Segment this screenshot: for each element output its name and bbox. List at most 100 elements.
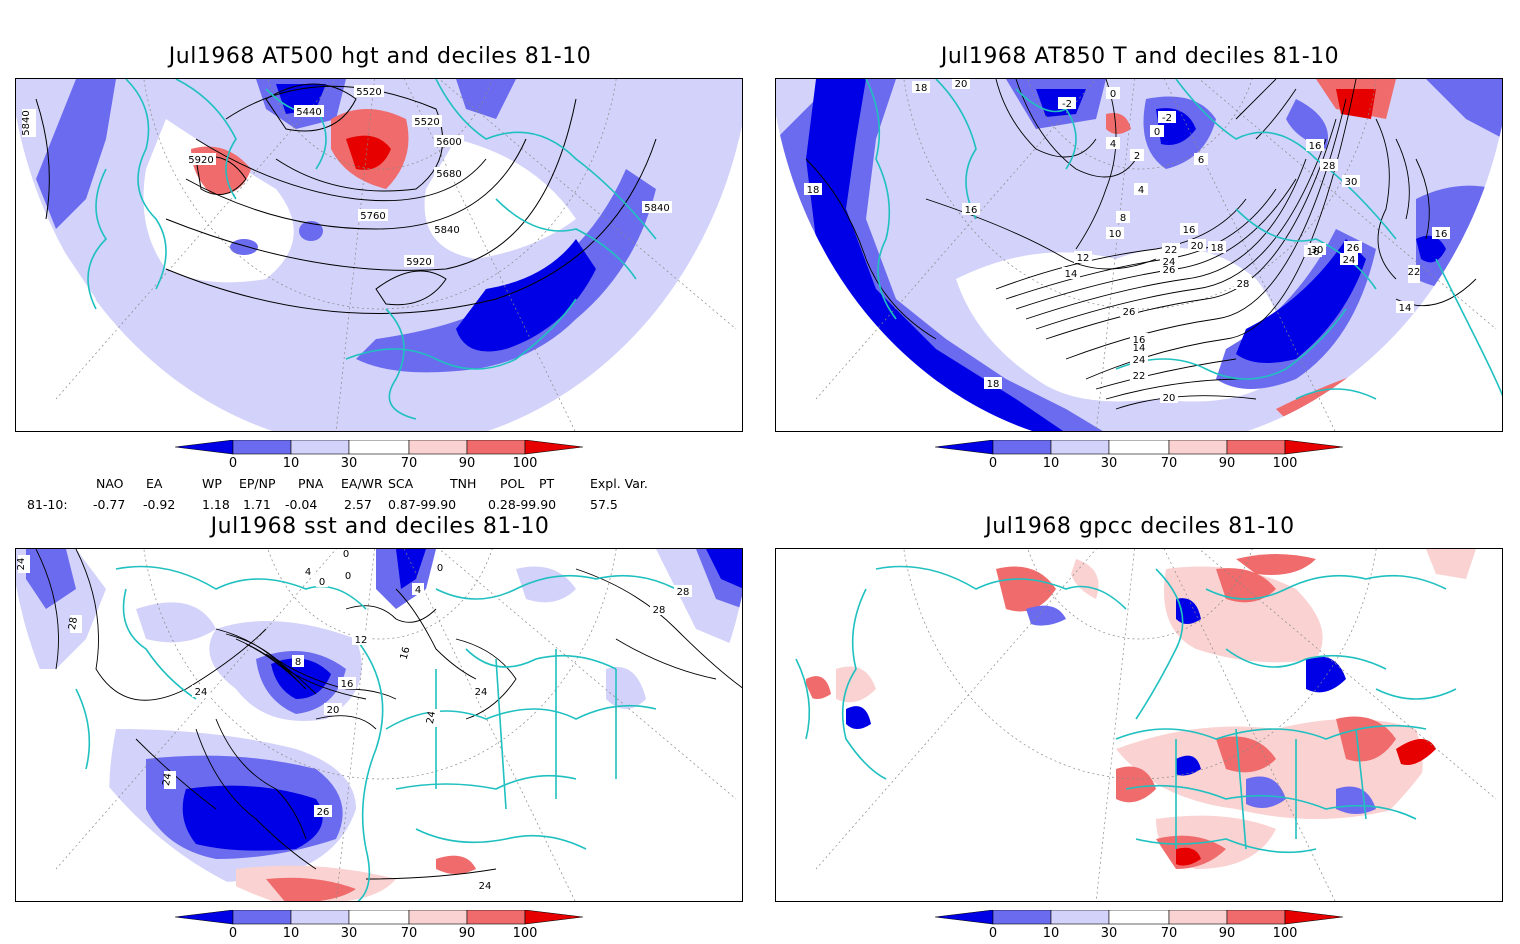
colorbar-label: 10 (282, 926, 300, 941)
contour-label: 5840 (644, 203, 669, 214)
colorbar-label: 70 (400, 926, 418, 941)
contour-label: -2 (1162, 113, 1172, 124)
map-hgt: 5840 5440 5520 5520 5600 5680 5760 5840 … (15, 78, 743, 432)
colorbar-label: 0 (228, 926, 238, 941)
index-value-nao: -0.77 (93, 497, 126, 512)
contour-label: 6 (1198, 155, 1204, 166)
contour-label: 24 (161, 772, 174, 786)
contour-label: 24 (1163, 257, 1176, 268)
contour-label: 26 (1163, 265, 1176, 276)
contour-label: 24 (1133, 355, 1146, 366)
contour-label: 8 (295, 657, 301, 668)
contour-label: 24 (425, 710, 438, 724)
index-name-ea: EA (146, 476, 163, 491)
contour-label: 14 (1133, 343, 1146, 354)
colorbar-label: 100 (512, 456, 538, 471)
map-t850: 18 20 -2 -2 0 0 4 2 4 6 8 10 12 14 16 16… (775, 78, 1503, 432)
contour-label: 26 (1123, 307, 1136, 318)
contour-label: 20 (1191, 241, 1204, 252)
contour-label: 5680 (436, 169, 461, 180)
contour-label: 18 (987, 379, 1000, 390)
contour-label: 5520 (414, 117, 439, 128)
contour-label: 8 (1120, 213, 1126, 224)
contour-label: 10 (1109, 229, 1122, 240)
contour-label: 24 (479, 881, 492, 892)
contour-label: 24 (16, 558, 27, 571)
contour-label: 16 (1183, 225, 1196, 236)
contour-label: 0 (345, 571, 351, 582)
contour-label: 5440 (296, 107, 321, 118)
colorbar-label: 70 (1160, 456, 1178, 471)
contour-label: 14 (1065, 269, 1078, 280)
index-value-ea: -0.92 (143, 497, 176, 512)
colorbar-hgt: 0 10 30 70 90 100 (174, 439, 595, 474)
index-name-tnh: TNH (450, 476, 477, 491)
contour-label: 30 (1345, 177, 1358, 188)
contour-label: 5760 (360, 211, 385, 222)
panel-title-t850: Jul1968 AT850 T and deciles 81-10 (940, 44, 1340, 69)
contour-label: 16 (1133, 335, 1146, 346)
panel-title-gpcc: Jul1968 gpcc deciles 81-10 (985, 514, 1295, 539)
contour-label: 12 (355, 635, 368, 646)
panel-title-sst: Jul1968 sst and deciles 81-10 (210, 514, 550, 539)
index-value-sca: 0.87-99.90 (388, 497, 457, 512)
index-name-pt: PT (539, 476, 555, 491)
contour-label: 28 (1237, 279, 1250, 290)
contour-label: 5840 (21, 110, 32, 135)
index-name-eawr: EA/WR (341, 476, 383, 491)
colorbar-label: 30 (340, 456, 358, 471)
panel-title-hgt: Jul1968 AT500 hgt and deciles 81-10 (168, 44, 592, 69)
contour-label: 18 (915, 83, 928, 94)
contour-label: 28 (1323, 161, 1336, 172)
contour-label: 0 (343, 549, 349, 560)
contour-label: 5920 (188, 155, 213, 166)
contour-label: 5840 (434, 225, 459, 236)
contour-label: 24 (475, 687, 488, 698)
contour-label: 20 (955, 79, 968, 90)
contour-label: 18 (1211, 243, 1224, 254)
colorbar-sst: 0 10 30 70 90 100 (174, 909, 595, 944)
contour-label: 24 (195, 687, 208, 698)
index-value-pol: 0.28-99.90 (488, 497, 557, 512)
contour-label: 28 (67, 616, 80, 630)
contour-label: 14 (1399, 303, 1412, 314)
contour-label: 4 (1138, 185, 1144, 196)
colorbar-label: 0 (988, 926, 998, 941)
contour-label: 22 (1133, 371, 1146, 382)
contour-label: 12 (1077, 253, 1090, 264)
contour-label: 0 (1154, 127, 1160, 138)
index-name-sca: SCA (388, 476, 414, 491)
index-value-pna: -0.04 (285, 497, 318, 512)
colorbar-label: 0 (988, 456, 998, 471)
contour-label: 5600 (436, 137, 461, 148)
colorbar-label: 100 (512, 926, 538, 941)
contour-label: 16 (399, 646, 413, 661)
contour-label: 5920 (406, 257, 431, 268)
contour-label: 22 (1408, 267, 1421, 278)
colorbar-label: 90 (458, 456, 476, 471)
colorbar-label: 70 (400, 456, 418, 471)
colorbar-label: 90 (1218, 926, 1236, 941)
colorbar-t850: 0 10 30 70 90 100 (934, 439, 1355, 474)
colorbar-label: 30 (340, 926, 358, 941)
colorbar-label: 90 (1218, 456, 1236, 471)
index-name-nao: NAO (96, 476, 124, 491)
contour-label: -2 (1062, 99, 1072, 110)
index-row-label: 81-10: (27, 497, 68, 512)
index-name-pol: POL (500, 476, 525, 491)
index-value-eawr: 2.57 (344, 497, 372, 512)
index-value-epnp: 1.71 (243, 497, 271, 512)
colorbar-label: 10 (1042, 456, 1060, 471)
colorbar-label: 10 (282, 456, 300, 471)
colorbar-label: 10 (1042, 926, 1060, 941)
index-name-wp: WP (202, 476, 222, 491)
contour-label: 22 (1165, 245, 1178, 256)
contour-label: 16 (1309, 141, 1322, 152)
contour-label: 0 (437, 563, 443, 574)
colorbar-label: 100 (1272, 926, 1298, 941)
colorbar-label: 30 (1100, 456, 1118, 471)
index-name-explvar: Expl. Var. (590, 476, 648, 491)
map-sst: 24 28 0 4 0 0 4 0 12 8 16 16 20 24 28 28… (15, 548, 743, 902)
colorbar-label: 70 (1160, 926, 1178, 941)
map-gpcc (775, 548, 1503, 902)
